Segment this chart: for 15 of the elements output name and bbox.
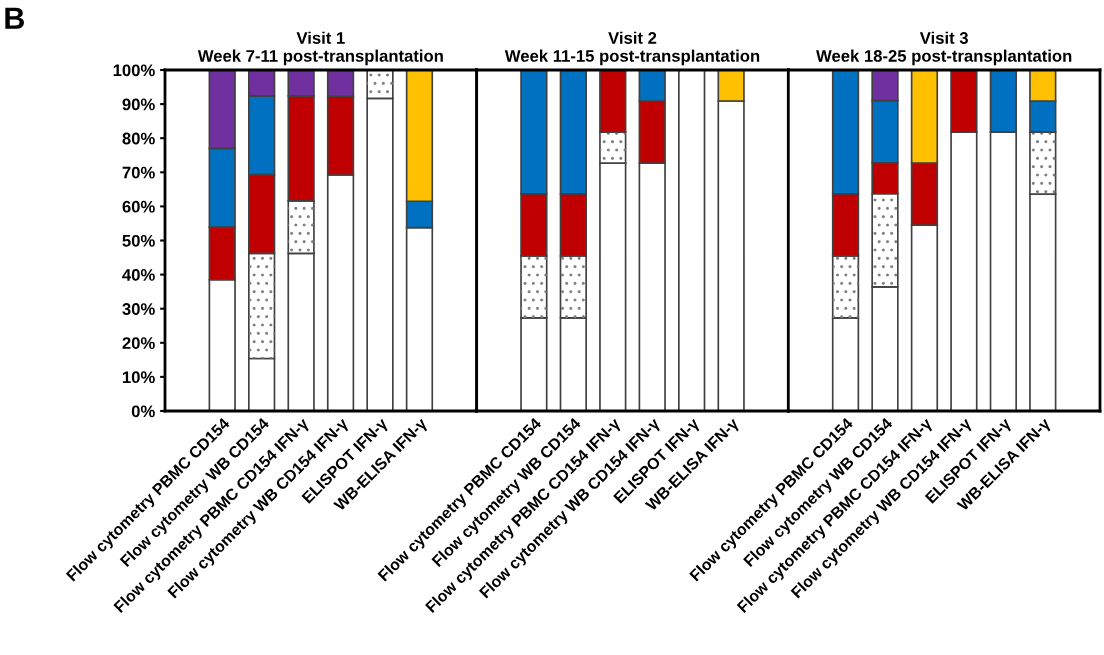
text: B [5, 7, 24, 29]
y-tick-label: 70% [122, 166, 155, 179]
y-tick-label: 20% [122, 337, 155, 349]
y-tick-label: 0% [131, 405, 155, 418]
y-tick-label: 40% [122, 269, 155, 281]
y-tick-label: 90% [122, 98, 155, 111]
y-tick-label: 10% [122, 371, 155, 384]
chart-title: Visit 1 Week 7-11 post-transplantation [197, 31, 443, 66]
chart-title: Visit 3 Week 18-25 post-transplantation [816, 31, 1072, 66]
y-tick-label: 100% [113, 64, 155, 77]
y-tick-label: 30% [122, 303, 155, 315]
y-tick-label: 80% [122, 132, 155, 145]
chart-title: Visit 2 Week 11-15 post-transplantation [504, 31, 760, 66]
y-tick-label: 50% [122, 234, 155, 247]
y-tick-label: 60% [122, 200, 155, 213]
